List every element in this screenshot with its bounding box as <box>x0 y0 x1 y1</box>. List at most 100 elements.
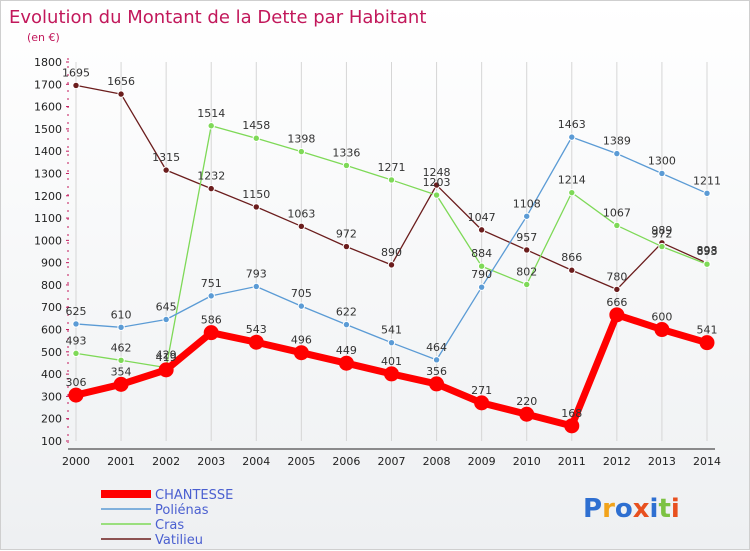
data-point <box>297 302 306 310</box>
legend-label: CHANTESSE <box>155 488 233 503</box>
data-point <box>432 191 441 199</box>
x-tick-label: 2014 <box>693 455 721 468</box>
y-tick-label: 900 <box>41 257 62 270</box>
y-tick-label: 1000 <box>34 234 62 247</box>
data-label: 1211 <box>693 174 721 187</box>
data-label: 1398 <box>287 133 315 146</box>
y-tick-label: 400 <box>41 368 62 381</box>
y-tick-label: 600 <box>41 324 62 337</box>
data-point <box>342 242 351 251</box>
y-tick-label: 1500 <box>34 123 62 136</box>
data-point <box>568 133 576 141</box>
data-point <box>248 334 264 350</box>
data-point <box>158 362 174 378</box>
x-tick-label: 2004 <box>242 455 270 468</box>
data-label: 972 <box>336 228 357 241</box>
data-label: 464 <box>426 341 447 354</box>
data-label: 306 <box>66 376 87 389</box>
data-label: 1248 <box>423 166 451 179</box>
data-point <box>207 292 215 300</box>
data-label: 1695 <box>62 66 90 79</box>
chart-title: Evolution du Montant de la Dette par Hab… <box>9 7 426 28</box>
data-point <box>564 418 580 434</box>
x-tick-label: 2002 <box>152 455 180 468</box>
data-point <box>432 356 441 364</box>
data-point <box>207 184 215 193</box>
data-label: 625 <box>66 305 87 318</box>
data-label: 802 <box>516 265 537 278</box>
data-label: 1336 <box>332 146 360 159</box>
data-label: 1150 <box>242 188 270 201</box>
y-tick-label: 1300 <box>34 167 62 180</box>
y-tick-label: 500 <box>41 346 62 359</box>
data-label: 780 <box>606 270 627 283</box>
data-point <box>699 335 715 351</box>
data-label: 645 <box>156 300 177 313</box>
grid <box>75 62 708 441</box>
data-point <box>117 90 125 98</box>
data-point <box>654 322 670 338</box>
data-point <box>72 81 80 90</box>
legend-label: Cras <box>155 518 184 533</box>
data-point <box>342 161 351 170</box>
x-tick-label: 2005 <box>287 455 315 468</box>
data-label: 354 <box>111 365 132 378</box>
y-tick-label: 1100 <box>34 212 62 225</box>
data-point <box>703 189 711 198</box>
data-point <box>474 395 490 411</box>
x-tick-label: 2006 <box>332 455 360 468</box>
data-point <box>72 349 80 358</box>
data-label: 884 <box>471 247 492 260</box>
data-label: 429 <box>156 349 177 362</box>
data-label: 793 <box>246 268 267 281</box>
data-labels: 1695 1656 1315 1232 1150 1063 972 890 1248 1047 95… <box>62 66 721 419</box>
data-label: 751 <box>201 277 222 290</box>
data-point <box>384 366 399 382</box>
data-label: 419 <box>156 351 177 364</box>
data-label: 1458 <box>242 119 270 132</box>
data-point <box>568 266 576 274</box>
data-label: 957 <box>516 231 537 244</box>
data-label: 496 <box>291 334 312 347</box>
data-point <box>252 134 260 142</box>
data-label: 705 <box>291 287 312 300</box>
data-point <box>68 387 84 403</box>
data-point <box>523 212 531 220</box>
y-tick-label: 100 <box>41 435 62 448</box>
data-label: 543 <box>246 323 267 336</box>
data-label: 898 <box>697 244 718 257</box>
data-label: 893 <box>697 245 718 258</box>
data-point <box>568 188 576 197</box>
data-label: 586 <box>201 314 222 327</box>
data-point <box>162 166 170 174</box>
series-lines <box>68 81 715 434</box>
data-point <box>117 356 125 364</box>
x-tick-label: 2001 <box>107 455 135 468</box>
data-point <box>519 406 535 422</box>
x-tick-label: 2011 <box>558 455 586 468</box>
data-label: 220 <box>516 395 537 408</box>
data-point <box>207 122 215 130</box>
data-label: 1300 <box>648 154 676 167</box>
data-label: 610 <box>111 308 132 321</box>
data-point <box>297 222 306 231</box>
data-point <box>432 181 441 189</box>
data-label: 622 <box>336 306 357 319</box>
data-point <box>387 261 396 269</box>
data-label: 449 <box>336 344 357 357</box>
x-tick-label: 2013 <box>648 455 676 468</box>
data-point <box>703 260 711 268</box>
data-point <box>338 355 354 371</box>
data-label: 1214 <box>558 174 586 187</box>
data-point <box>387 176 396 184</box>
data-label: 890 <box>381 246 402 259</box>
data-label: 1389 <box>603 135 631 148</box>
data-point <box>387 338 396 347</box>
data-label: 1203 <box>423 176 451 189</box>
data-label: 1463 <box>558 118 586 131</box>
data-point <box>658 169 666 178</box>
x-tick-label: 2008 <box>423 455 451 468</box>
